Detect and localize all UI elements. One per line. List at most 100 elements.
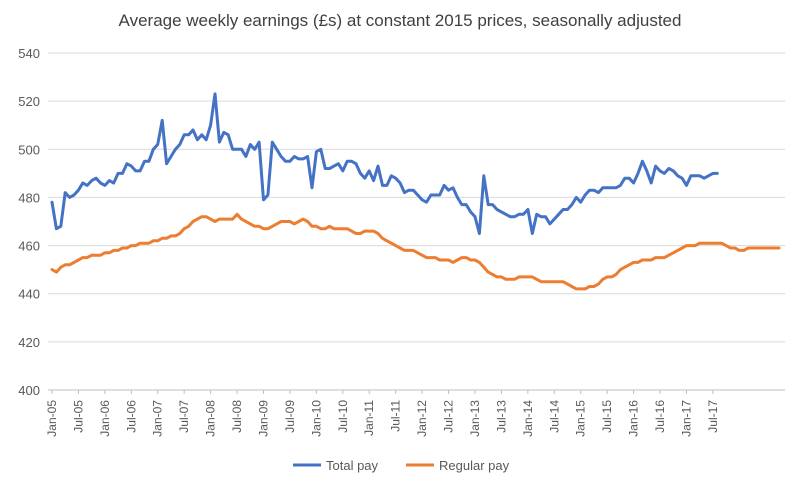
data-point (672, 170, 675, 172)
x-tick-label: Jul-12 (442, 400, 456, 433)
data-point (77, 259, 80, 261)
data-point (566, 283, 569, 285)
data-point (342, 170, 344, 172)
data-point (562, 280, 564, 283)
legend: Total pay Regular pay (293, 458, 510, 473)
data-point (284, 160, 287, 163)
data-point (491, 203, 494, 206)
data-point (201, 134, 203, 136)
data-point (760, 247, 763, 249)
data-point (201, 215, 203, 218)
data-point (725, 244, 727, 247)
data-point (716, 172, 719, 175)
data-point (575, 196, 578, 199)
data-point (324, 227, 327, 230)
data-point (527, 276, 529, 278)
data-point (602, 278, 604, 281)
data-point (597, 283, 600, 285)
data-point (513, 215, 516, 218)
data-point (500, 276, 503, 278)
data-point (320, 148, 322, 151)
data-point (544, 280, 547, 283)
y-tick-label: 440 (18, 287, 40, 302)
data-point (209, 218, 212, 220)
data-point (434, 194, 437, 196)
data-point (452, 187, 454, 189)
x-tick-label: Jan-11 (362, 400, 376, 436)
x-tick-label: Jul-06 (124, 400, 138, 433)
data-point (381, 237, 384, 240)
data-point (121, 172, 124, 175)
data-point (394, 244, 397, 247)
data-point (619, 268, 622, 271)
x-tick-label: Jul-07 (177, 400, 191, 433)
x-tick-label: Jul-13 (494, 400, 508, 433)
data-point (289, 160, 291, 163)
data-point (663, 256, 666, 259)
data-point (262, 199, 265, 201)
data-point (456, 259, 459, 261)
data-point (734, 247, 736, 249)
data-point (236, 148, 238, 151)
data-point (421, 254, 423, 256)
data-point (668, 254, 670, 256)
data-point (403, 249, 406, 252)
data-point (416, 252, 419, 254)
data-point (355, 162, 357, 165)
data-point (205, 215, 207, 218)
data-point (597, 191, 600, 194)
data-point (588, 285, 591, 288)
data-point (179, 143, 181, 146)
data-point (641, 160, 644, 163)
data-point (258, 141, 260, 143)
data-point (716, 242, 719, 244)
data-point (99, 254, 102, 256)
data-point (685, 184, 688, 187)
data-point (196, 138, 199, 141)
data-point (165, 237, 168, 240)
data-point (271, 141, 274, 143)
data-point (55, 227, 58, 230)
x-tick-label: Jan-17 (679, 400, 693, 437)
data-point (615, 273, 617, 276)
data-point (337, 227, 340, 230)
data-point (152, 148, 155, 151)
data-point (416, 194, 419, 196)
data-point (174, 148, 177, 151)
data-point (333, 165, 335, 167)
data-point (465, 203, 468, 206)
data-point (236, 213, 238, 216)
x-tick-label: Jan-08 (204, 400, 218, 437)
data-point (311, 187, 313, 189)
data-point (650, 259, 652, 261)
x-tick-label: Jul-10 (336, 400, 350, 433)
data-point (483, 175, 485, 177)
data-point (425, 256, 428, 259)
data-point (747, 247, 749, 249)
data-point (51, 268, 53, 271)
data-point (461, 256, 463, 259)
data-point (610, 276, 613, 278)
data-point (703, 242, 705, 244)
data-point (156, 240, 159, 242)
data-point (765, 247, 767, 249)
data-point (117, 249, 119, 252)
data-point (227, 134, 229, 136)
data-point (522, 276, 525, 278)
data-point (646, 170, 648, 172)
data-point (447, 259, 450, 261)
data-point (483, 266, 485, 269)
data-point (368, 230, 371, 232)
data-point (518, 276, 520, 278)
data-point (386, 184, 388, 187)
data-point (602, 187, 604, 189)
data-point (579, 288, 582, 290)
data-point (86, 184, 88, 187)
data-point (64, 191, 66, 194)
data-point (769, 247, 771, 249)
data-point (540, 215, 542, 218)
data-point (328, 225, 331, 228)
data-point (73, 261, 75, 264)
data-point (297, 158, 300, 160)
